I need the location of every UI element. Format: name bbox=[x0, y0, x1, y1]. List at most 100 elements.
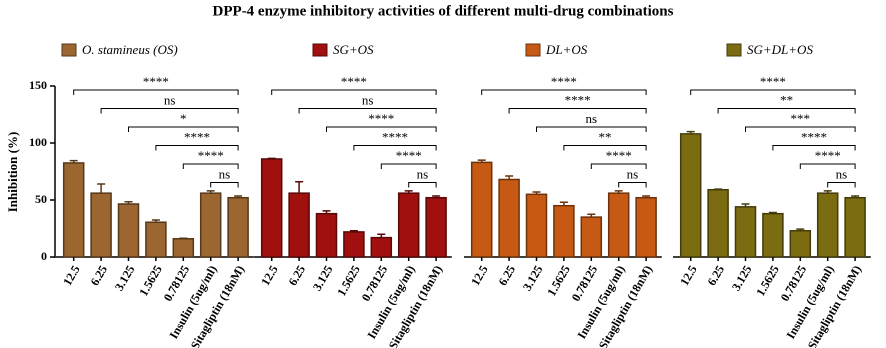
error-bar bbox=[377, 233, 386, 238]
bar bbox=[734, 206, 757, 258]
significance-bracket bbox=[73, 89, 239, 95]
error-bar bbox=[349, 230, 358, 232]
significance-label: ** bbox=[780, 92, 793, 107]
bar bbox=[762, 212, 784, 258]
error-bar bbox=[206, 190, 215, 194]
significance-bracket bbox=[618, 182, 647, 188]
legend-swatch bbox=[61, 43, 77, 57]
significance-label: ns bbox=[586, 111, 598, 126]
x-tick-label: 3.125 bbox=[729, 263, 755, 293]
bar bbox=[145, 221, 167, 258]
significance-bracket bbox=[690, 89, 856, 95]
error-bar bbox=[686, 130, 695, 134]
significance-label: **** bbox=[551, 74, 577, 89]
bar bbox=[227, 196, 249, 258]
error-bar bbox=[823, 190, 832, 194]
legend-swatch bbox=[726, 43, 742, 57]
chart-title: DPP-4 enzyme inhibitory activities of di… bbox=[213, 3, 674, 19]
legend-label: SG+DL+OS bbox=[747, 42, 813, 57]
bar bbox=[172, 238, 195, 258]
significance-bracket bbox=[745, 126, 856, 132]
significance-label: ns bbox=[362, 92, 374, 107]
significance-bracket bbox=[326, 126, 437, 132]
bar bbox=[789, 230, 812, 258]
significance-label: **** bbox=[184, 129, 210, 144]
significance-bracket bbox=[128, 126, 239, 132]
x-tick-label: 6.25 bbox=[495, 263, 518, 288]
x-tick-label: 1.5625 bbox=[334, 263, 363, 299]
legend-swatch bbox=[525, 43, 541, 57]
error-bar bbox=[851, 195, 860, 198]
bar bbox=[607, 192, 630, 258]
x-tick-label: 6.25 bbox=[285, 263, 308, 288]
x-tick-label: 6.25 bbox=[87, 263, 110, 288]
error-bar bbox=[267, 157, 276, 160]
bar bbox=[370, 236, 393, 258]
significance-label: **** bbox=[143, 74, 169, 89]
significance-label: ns bbox=[417, 166, 429, 181]
significance-label: **** bbox=[396, 148, 422, 163]
bar bbox=[260, 158, 283, 258]
error-bar bbox=[642, 195, 651, 198]
error-bar bbox=[714, 188, 723, 190]
significance-label: **** bbox=[198, 148, 224, 163]
bar bbox=[553, 204, 575, 258]
significance-label: *** bbox=[791, 111, 811, 126]
significance-label: **** bbox=[760, 74, 786, 89]
legend-label: SG+OS bbox=[333, 42, 374, 57]
bar bbox=[635, 196, 657, 258]
y-tick-label: 150 bbox=[29, 78, 47, 92]
bar bbox=[844, 196, 866, 258]
bar bbox=[498, 178, 520, 258]
y-tick-label: 0 bbox=[41, 249, 47, 263]
bar bbox=[62, 162, 85, 258]
bar bbox=[199, 192, 222, 258]
significance-bracket bbox=[155, 145, 239, 151]
error-bar bbox=[741, 203, 750, 207]
error-bar bbox=[179, 237, 188, 239]
significance-bracket bbox=[563, 145, 647, 151]
x-tick-label: 3.125 bbox=[112, 263, 138, 293]
significance-label: **** bbox=[606, 148, 632, 163]
x-tick-label: 1.5625 bbox=[136, 263, 165, 299]
bar bbox=[315, 212, 338, 258]
error-bar bbox=[97, 183, 106, 194]
significance-label: **** bbox=[368, 111, 394, 126]
bar bbox=[397, 192, 420, 258]
legend-swatch bbox=[312, 43, 328, 57]
x-tick-label: 6.25 bbox=[704, 263, 727, 288]
error-bar bbox=[614, 190, 623, 194]
error-bar bbox=[587, 213, 596, 218]
significance-label: ** bbox=[599, 129, 612, 144]
x-tick-label: 1.5625 bbox=[544, 263, 573, 299]
significance-bracket bbox=[271, 89, 437, 95]
error-bar bbox=[322, 210, 331, 214]
x-tick-label: 12.5 bbox=[468, 263, 491, 288]
significance-bracket bbox=[182, 163, 239, 169]
significance-bracket bbox=[772, 145, 856, 151]
x-tick-label: 1.5625 bbox=[753, 263, 782, 299]
bar bbox=[90, 192, 112, 258]
significance-label: **** bbox=[341, 74, 367, 89]
significance-label: ns bbox=[627, 166, 639, 181]
bar bbox=[580, 216, 603, 258]
significance-label: * bbox=[180, 111, 187, 126]
bar bbox=[707, 188, 729, 258]
y-axis-label: Inhibition (%) bbox=[5, 132, 20, 213]
significance-label: ns bbox=[164, 92, 176, 107]
x-tick-label: 12.5 bbox=[677, 263, 700, 288]
significance-label: **** bbox=[801, 129, 827, 144]
significance-bracket bbox=[481, 89, 647, 95]
bar bbox=[288, 192, 310, 258]
error-bar bbox=[505, 175, 514, 180]
x-tick-label: 12.5 bbox=[258, 263, 281, 288]
error-bar bbox=[69, 159, 78, 163]
significance-bracket bbox=[298, 108, 437, 114]
bar bbox=[470, 161, 493, 258]
bar bbox=[679, 133, 702, 258]
significance-bracket bbox=[536, 126, 647, 132]
significance-bracket bbox=[717, 108, 856, 114]
significance-bracket bbox=[100, 108, 239, 114]
significance-bracket bbox=[353, 145, 437, 151]
